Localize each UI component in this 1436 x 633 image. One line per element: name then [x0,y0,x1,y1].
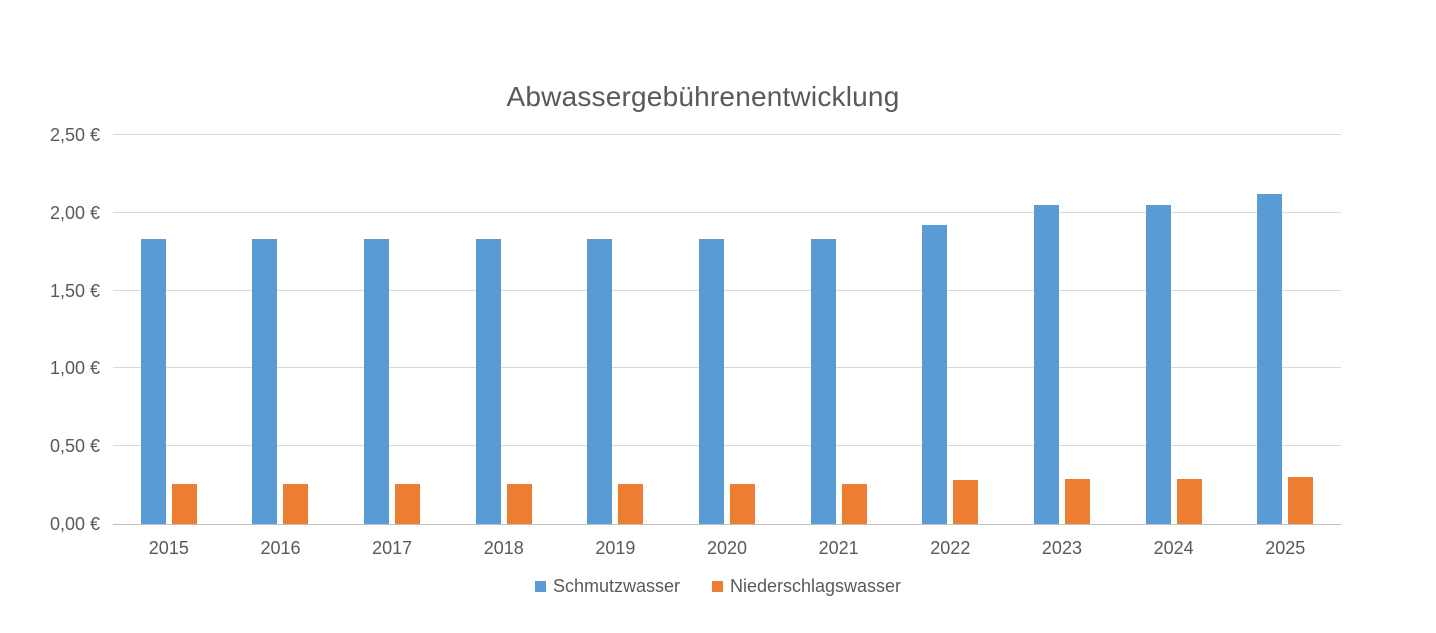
legend: Schmutzwasser Niederschlagswasser [0,576,1436,597]
bar-group-2018 [448,135,560,524]
bar-schmutzwasser-2016 [252,239,278,524]
plot-area [113,134,1341,525]
y-axis-tick-label: 0,00 € [49,514,100,534]
bar-group-2021 [783,135,895,524]
bar-schmutzwasser-2025 [1257,194,1283,524]
bar-schmutzwasser-2017 [364,239,390,524]
bar-schmutzwasser-2022 [922,225,948,524]
bar-group-2016 [225,135,337,524]
gridline [113,211,1341,213]
bar-group-2024 [1118,135,1230,524]
x-axis-labels: 2015 2016 2017 2018 2019 2020 2021 2022 2023 2024… [113,538,1341,559]
bar-schmutzwasser-2019 [587,239,613,524]
bar-niederschlagswasser-2021 [841,483,867,524]
gridline [113,445,1341,447]
bar-schmutzwasser-2020 [699,239,725,524]
x-axis-category-label: 2025 [1265,538,1306,558]
bar-group-2019 [560,135,672,524]
bar-group-2022 [894,135,1006,524]
x-axis-category-label: 2016 [260,538,301,558]
bar-niederschlagswasser-2024 [1176,478,1202,524]
legend-label: Schmutzwasser [552,576,680,596]
gridline [113,134,1341,135]
legend-marker-icon [711,581,723,592]
x-axis-category-label: 2023 [1041,538,1082,558]
bar-group-2015 [113,135,225,524]
bar-schmutzwasser-2023 [1033,205,1059,524]
gridline [113,289,1341,291]
bar-niederschlagswasser-2020 [730,483,756,524]
bar-group-2020 [671,135,783,524]
bar-niederschlagswasser-2025 [1288,477,1314,524]
bar-niederschlagswasser-2018 [506,483,532,524]
bar-niederschlagswasser-2019 [618,483,644,524]
y-axis-tick-label: 0,50 € [49,436,100,457]
bar-schmutzwasser-2015 [140,239,166,524]
bar-niederschlagswasser-2022 [953,480,979,524]
y-axis-tick-label: 2,50 € [49,125,100,145]
chart-title: Abwassergebührenentwicklung [506,81,900,112]
x-axis-category-label: 2021 [818,538,859,558]
y-axis-tick-label: 2,00 € [49,202,100,223]
bar-schmutzwasser-2021 [810,239,836,524]
legend-item-niederschlagswasser: Niederschlagswasser [711,576,902,597]
bar-group-2017 [336,135,448,524]
gridline [113,367,1341,369]
bars-layer [113,135,1341,524]
bar-group-2023 [1006,135,1118,524]
bar-niederschlagswasser-2017 [395,483,421,524]
bar-niederschlagswasser-2015 [171,483,197,524]
x-axis-category-label: 2020 [707,538,748,558]
y-axis-tick-label: 1,50 € [49,280,100,301]
bar-niederschlagswasser-2023 [1064,478,1090,524]
x-axis-category-label: 2018 [483,538,524,558]
bar-group-2025 [1229,135,1341,524]
x-axis-line [113,524,1341,525]
x-axis-category-label: 2024 [1153,538,1194,558]
x-axis-category-label: 2015 [148,538,189,558]
legend-item-schmutzwasser: Schmutzwasser [534,576,680,597]
legend-label: Niederschlagswasser [729,576,902,596]
legend-marker-icon [534,581,546,592]
bar-schmutzwasser-2024 [1145,205,1171,524]
x-axis-category-label: 2017 [372,538,413,558]
bar-niederschlagswasser-2016 [283,483,309,524]
bar-schmutzwasser-2018 [475,239,501,524]
x-axis-category-label: 2019 [595,538,636,558]
x-axis-category-label: 2022 [930,538,971,558]
y-axis-tick-label: 1,00 € [49,358,100,379]
